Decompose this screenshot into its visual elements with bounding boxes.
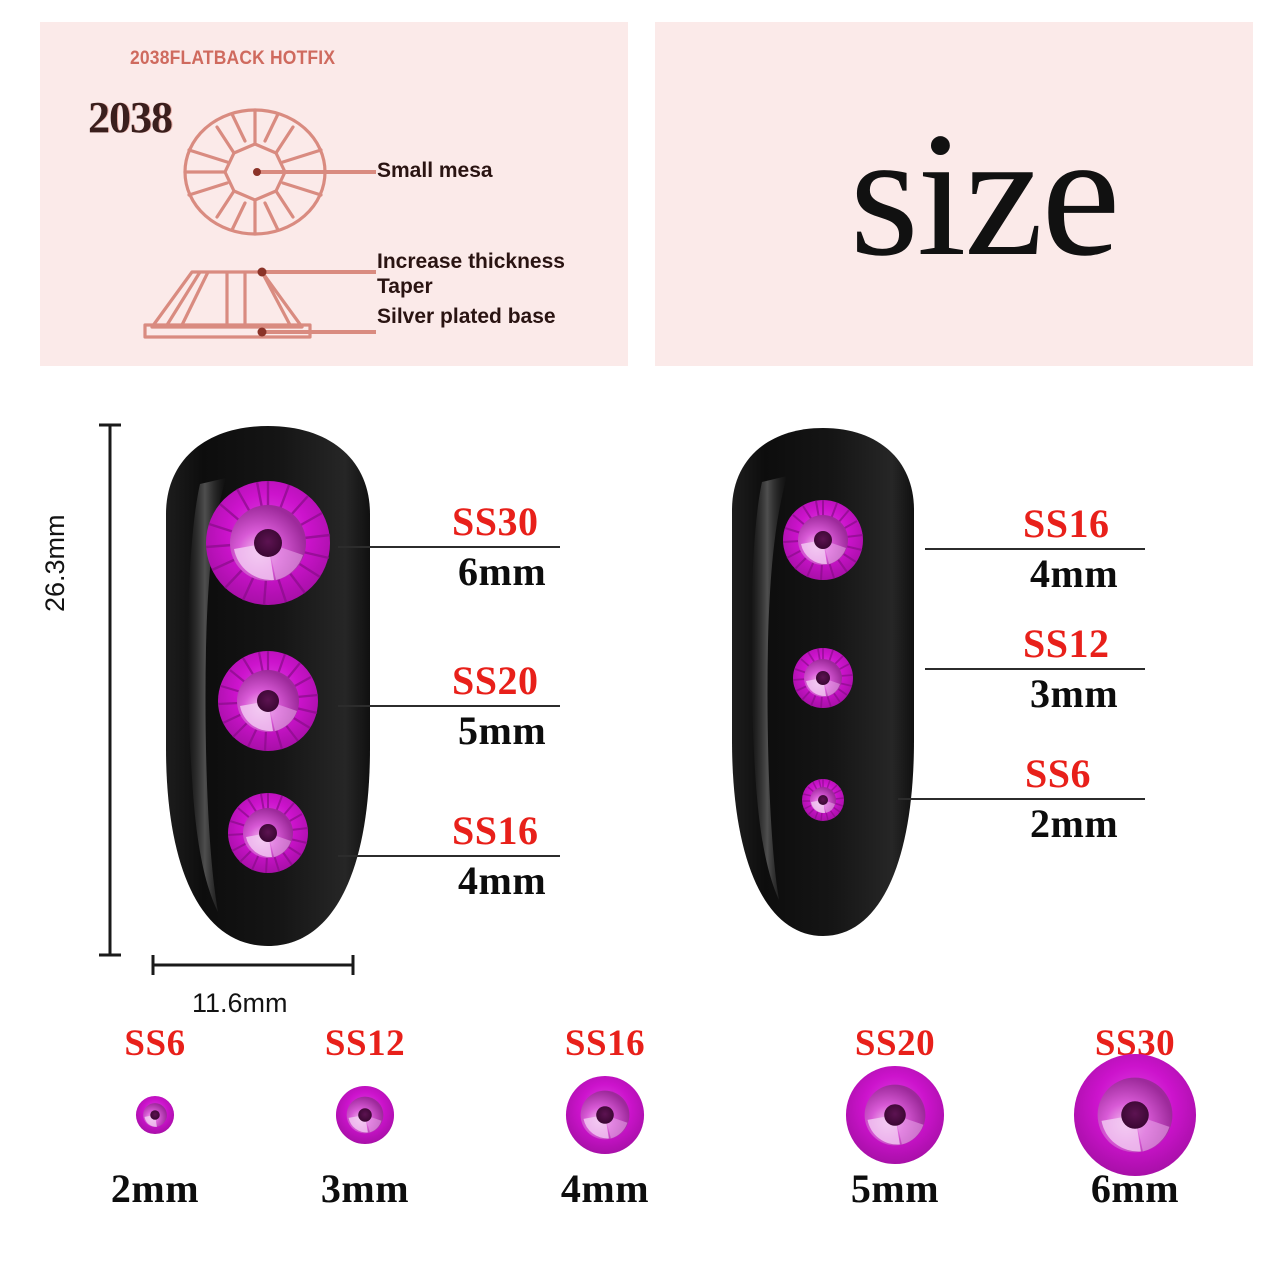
- gem-swatch-4: [1055, 1053, 1215, 1177]
- gem-size-column-4: SS30 6mm: [1055, 1022, 1215, 1212]
- callout-small-mesa: Small mesa: [377, 159, 493, 182]
- leader-line-right-0: [925, 548, 1145, 550]
- leader-ss-right-1: SS12: [1023, 621, 1110, 666]
- thickness-anchor-dot: [257, 267, 267, 277]
- nail-left-illustration: [166, 426, 370, 946]
- callout-silver-plated-base: Silver plated base: [377, 305, 556, 328]
- base-anchor-dot: [257, 327, 267, 337]
- leader-mm-left-0: 6mm: [458, 549, 547, 594]
- gem-mm-label-1: 3mm: [320, 1166, 410, 1211]
- gem-swatch-2: [525, 1065, 685, 1165]
- leader-mm-left-2: 4mm: [458, 858, 547, 903]
- leader-mm-right-2: 2mm: [1030, 801, 1119, 846]
- product-code-label: 2038: [88, 93, 173, 142]
- nail-right-illustration: [732, 428, 914, 936]
- gem-size-column-2: SS16 4mm: [525, 1022, 685, 1212]
- panel-title: 2038FLATBACK HOTFIX: [130, 48, 336, 69]
- leader-ss-right-2: SS6: [1025, 751, 1091, 796]
- gem-swatch-0: [75, 1065, 235, 1165]
- gem-size-column-0: SS6 2mm: [75, 1022, 235, 1212]
- leader-line-right-2: [898, 798, 1145, 800]
- gem-swatch-3: [815, 1065, 975, 1165]
- nail-right-gem-ss16: [782, 500, 864, 581]
- gem-ss-label-1: SS12: [324, 1023, 406, 1064]
- nail-left-gem-ss20: [217, 651, 319, 752]
- nail-left-gem-ss16: [227, 793, 309, 874]
- leader-mm-right-1: 3mm: [1030, 671, 1119, 716]
- gem-icon-ss30: [1073, 1053, 1197, 1177]
- leader-line-right-1: [925, 668, 1145, 670]
- leader-ss-right-0: SS16: [1023, 501, 1110, 546]
- product-diagram-panel: [40, 22, 628, 366]
- nail-right-gem-ss6: [802, 779, 845, 822]
- flatback-structure-diagram: [143, 108, 376, 339]
- mesa-anchor-dot: [253, 168, 261, 176]
- leader-line-left-0: [338, 546, 560, 548]
- height-dimension-bar: [99, 423, 121, 957]
- gem-size-column-1: SS12 3mm: [285, 1022, 445, 1212]
- gem-mm-label-0: 2mm: [110, 1166, 200, 1211]
- gem-mm-label-2: 4mm: [560, 1166, 650, 1211]
- gem-icon-ss6: [135, 1095, 175, 1135]
- callout-increase-thickness: Increase thickness: [377, 250, 565, 273]
- nail-left-gem-ss30: [205, 481, 331, 606]
- gem-size-column-3: SS20 5mm: [815, 1022, 975, 1212]
- leader-mm-left-1: 5mm: [458, 708, 547, 753]
- side-view-taper: [150, 270, 304, 329]
- gem-icon-ss12: [335, 1085, 395, 1145]
- gem-icon-ss16: [565, 1075, 645, 1155]
- gem-mm-label-4: 6mm: [1090, 1166, 1180, 1211]
- nail-highlight: [187, 478, 226, 912]
- gem-swatch-1: [285, 1065, 445, 1165]
- callout-taper: Taper: [377, 275, 433, 298]
- gem-icon-ss20: [845, 1065, 945, 1165]
- nail-height-dimension-label: 26.3mm: [40, 514, 70, 612]
- gem-mm-label-3: 5mm: [850, 1166, 940, 1211]
- leader-ss-left-2: SS16: [452, 808, 539, 853]
- size-banner-panel: [655, 22, 1253, 366]
- leader-line-left-1: [338, 705, 560, 707]
- leader-line-left-2: [338, 855, 560, 857]
- gem-ss-label-0: SS6: [124, 1023, 186, 1064]
- size-heading: size: [849, 95, 1121, 293]
- leader-ss-left-1: SS20: [452, 658, 539, 703]
- width-dimension-bar: [151, 955, 355, 975]
- nail-highlight: [751, 476, 787, 900]
- nail-right-gem-ss12: [792, 648, 854, 709]
- leader-ss-left-0: SS30: [452, 499, 539, 544]
- gem-ss-label-3: SS20: [854, 1023, 936, 1064]
- gem-ss-label-2: SS16: [564, 1023, 646, 1064]
- nail-width-dimension-label: 11.6mm: [192, 988, 288, 1018]
- leader-mm-right-0: 4mm: [1030, 551, 1119, 596]
